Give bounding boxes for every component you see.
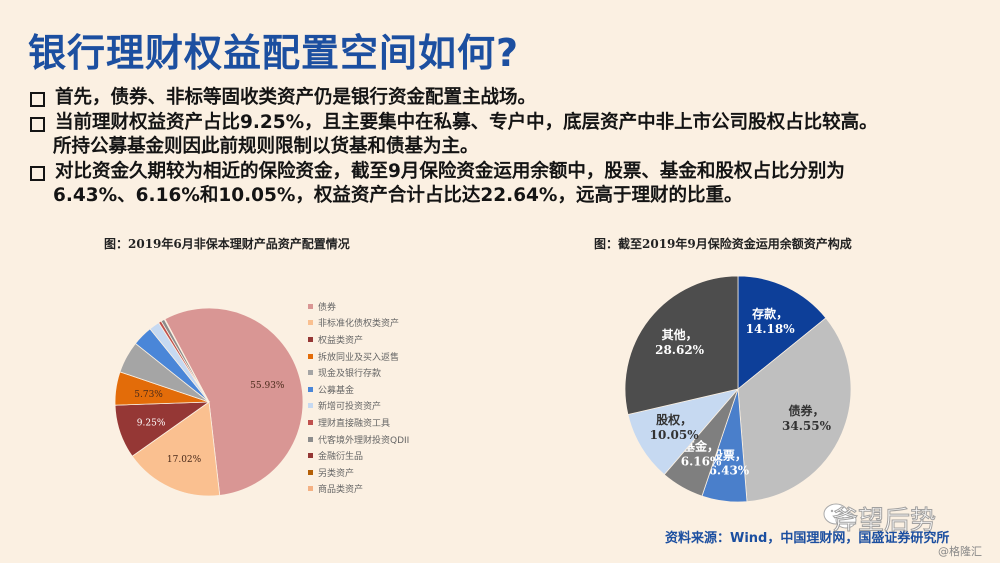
data-label: 债券， bbox=[789, 403, 825, 418]
pie-slice-商品类资产 bbox=[164, 318, 210, 403]
pie-slice-金融衍生品 bbox=[163, 318, 210, 403]
legend-item: 商品类资产 bbox=[308, 481, 409, 498]
data-label: 6.43% bbox=[709, 464, 750, 478]
bullet-text: 首先，债券、非标等固收类资产仍是银行资金配置主战场。 bbox=[55, 87, 537, 108]
pie-slice-现金及银行存款 bbox=[119, 342, 210, 403]
watermark: 斧望后势 bbox=[831, 506, 937, 537]
data-label: 其他， bbox=[662, 327, 698, 342]
legend-swatch bbox=[308, 486, 313, 492]
data-label: 股票， bbox=[711, 448, 747, 463]
left-chart-title: 图：2019年6月非保本理财产品资产配置情况 bbox=[104, 237, 350, 251]
legend-item: 代客境外理财投资QDII bbox=[308, 431, 409, 448]
legend-label: 权益类资产 bbox=[318, 335, 364, 346]
data-label: 存款， bbox=[751, 306, 788, 321]
legend-swatch bbox=[308, 370, 313, 376]
legend-swatch bbox=[308, 320, 313, 326]
checkbox-bullet-icon bbox=[30, 116, 45, 132]
legend-item: 公募基金 bbox=[308, 381, 409, 398]
legend-swatch bbox=[308, 453, 313, 459]
data-label: 基金， bbox=[682, 438, 719, 453]
right-chart-title: 图：截至2019年9月保险资金运用余额资产构成 bbox=[594, 237, 852, 251]
page-title: 银行理财权益配置空间如何? bbox=[28, 31, 520, 75]
legend-item: 金融衍生品 bbox=[308, 447, 409, 464]
legend-swatch bbox=[308, 469, 313, 475]
checkbox-bullet-icon bbox=[30, 165, 45, 181]
legend-label: 金融衍生品 bbox=[318, 452, 364, 463]
legend-swatch bbox=[308, 386, 313, 392]
pie-slice-基金 bbox=[663, 388, 739, 497]
pie-slice-代客境外理财投资QDII bbox=[160, 318, 210, 403]
credit-text: @格隆汇 bbox=[938, 545, 982, 558]
pie-slice-其他 bbox=[624, 275, 739, 415]
legend-item: 拆放同业及买入返售 bbox=[308, 348, 409, 365]
legend-label: 现金及银行存款 bbox=[318, 369, 382, 380]
bullet-continuation: 所持公募基金则因此前规则限制以货基和债基为主。 bbox=[53, 136, 479, 157]
wechat-icon bbox=[823, 503, 857, 529]
pie-slice-非标准化债权类资产 bbox=[131, 401, 221, 497]
pie-slice-债券 bbox=[737, 317, 852, 503]
pie-slice-理财直接融资工具 bbox=[158, 320, 210, 403]
legend-swatch bbox=[308, 419, 313, 425]
data-label: 9.25% bbox=[137, 418, 166, 428]
left-pie-legend: 债券非标准化债权类资产 权益类资产拆放同业及买入返售 现金及银行存款 公募基金新增可投… bbox=[308, 298, 409, 497]
data-label: 28.62% bbox=[655, 343, 705, 357]
legend-label: 债券 bbox=[318, 302, 337, 313]
data-label: 股权， bbox=[656, 412, 692, 427]
pie-slice-公募基金 bbox=[134, 328, 210, 403]
data-label: 6.16% bbox=[681, 454, 722, 468]
legend-item: 另类资产 bbox=[308, 464, 409, 481]
bullet-continuation: 6.43%、6.16%和10.05%，权益资产合计占比达22.64%，远高于理财… bbox=[53, 185, 743, 206]
bullet-text: 对比资金久期较为相近的保险资金，截至9月保险资金运用余额中，股票、基金和股权占比… bbox=[55, 160, 845, 182]
legend-item: 非标准化债权类资产 bbox=[308, 315, 409, 332]
legend-label: 公募基金 bbox=[318, 385, 355, 396]
pie-slice-另类资产 bbox=[163, 318, 210, 403]
checkbox-bullet-icon bbox=[30, 92, 45, 107]
bullet-item: 首先，债券、非标等固收类资产仍是银行资金配置主战场。 bbox=[28, 86, 988, 111]
legend-swatch bbox=[308, 403, 313, 409]
legend-item: 现金及银行存款 bbox=[308, 364, 409, 381]
pie-slice-权益类资产 bbox=[114, 401, 211, 457]
data-label: 5.73% bbox=[134, 390, 163, 400]
pie-slice-存款 bbox=[737, 275, 827, 390]
legend-label: 理财直接融资工具 bbox=[318, 418, 391, 429]
pie-slice-债券 bbox=[164, 307, 304, 496]
legend-label: 非标准化债权类资产 bbox=[318, 319, 400, 330]
data-label: 55.93% bbox=[250, 381, 285, 391]
legend-swatch bbox=[308, 303, 313, 309]
pie-slice-股票 bbox=[701, 388, 748, 503]
legend-label: 代客境外理财投资QDII bbox=[318, 435, 410, 446]
pie-slice-股权 bbox=[627, 388, 740, 476]
legend-label: 商品类资产 bbox=[318, 485, 364, 496]
legend-item: 债券 bbox=[308, 298, 409, 315]
data-label: 34.55% bbox=[782, 419, 832, 433]
source-note: 资料来源：Wind，中国理财网，国盛证券研究所 bbox=[665, 531, 950, 546]
pie-slice-拆放同业及买入返售 bbox=[114, 371, 210, 406]
bullet-text: 当前理财权益资产占比9.25%，且主要集中在私募、专户中，底层资产中非上市公司股… bbox=[55, 111, 878, 133]
data-label: 17.02% bbox=[167, 455, 202, 465]
data-label: 14.18% bbox=[746, 322, 796, 336]
legend-item: 权益类资产 bbox=[308, 331, 409, 348]
legend-label: 拆放同业及买入返售 bbox=[318, 352, 400, 363]
legend-item: 理财直接融资工具 bbox=[308, 414, 409, 431]
bullet-item: 对比资金久期较为相近的保险资金，截至9月保险资金运用余额中，股票、基金和股权占比… bbox=[28, 160, 988, 185]
pie-slice-新增可投资资产 bbox=[149, 322, 210, 403]
legend-swatch bbox=[308, 353, 313, 359]
legend-item: 新增可投资资产 bbox=[308, 398, 409, 415]
legend-swatch bbox=[308, 436, 313, 442]
bullet-item: 当前理财权益资产占比9.25%，且主要集中在私募、专户中，底层资产中非上市公司股… bbox=[28, 111, 988, 136]
bullet-list: 首先，债券、非标等固收类资产仍是银行资金配置主战场。 当前理财权益资产占比9.2… bbox=[28, 86, 988, 209]
data-label: 10.05% bbox=[650, 428, 700, 442]
legend-swatch bbox=[308, 336, 313, 342]
legend-label: 另类资产 bbox=[318, 468, 355, 479]
legend-label: 新增可投资资产 bbox=[318, 402, 382, 413]
